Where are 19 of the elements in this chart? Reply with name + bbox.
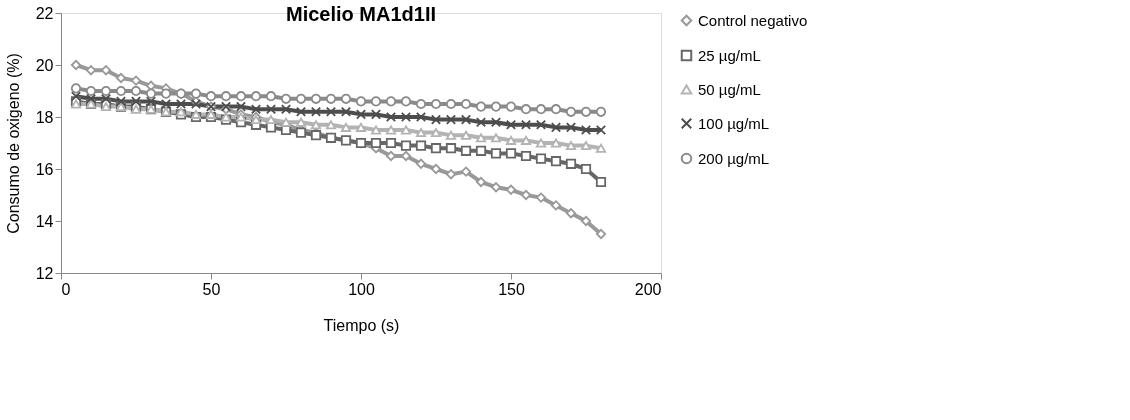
y-tick-label: 22: [35, 4, 54, 22]
y-tick-label: 12: [35, 264, 54, 282]
legend-label: Control negativo: [698, 11, 808, 29]
x-tick-label: 50: [202, 280, 221, 298]
legend-label: 50 µg/mL: [698, 80, 761, 98]
y-tick-label: 20: [35, 56, 54, 74]
y-axis-title: Consumo de oxigeno (%): [4, 53, 22, 234]
x-axis-title: Tiempo (s): [323, 316, 400, 334]
legend-label: 25 µg/mL: [698, 46, 761, 64]
x-tick-label: 200: [634, 280, 662, 298]
y-tick-label: 14: [35, 212, 54, 230]
y-tick-label: 18: [35, 108, 54, 126]
legend-label: 200 µg/mL: [698, 149, 770, 167]
x-tick-label: 100: [348, 280, 375, 298]
legend-label: 100 µg/mL: [698, 114, 770, 132]
chart-title: Micelio MA1d1II: [285, 3, 437, 25]
x-tick-label: 0: [61, 280, 71, 298]
x-tick-label: 150: [498, 280, 525, 298]
y-tick-label: 16: [35, 160, 54, 178]
